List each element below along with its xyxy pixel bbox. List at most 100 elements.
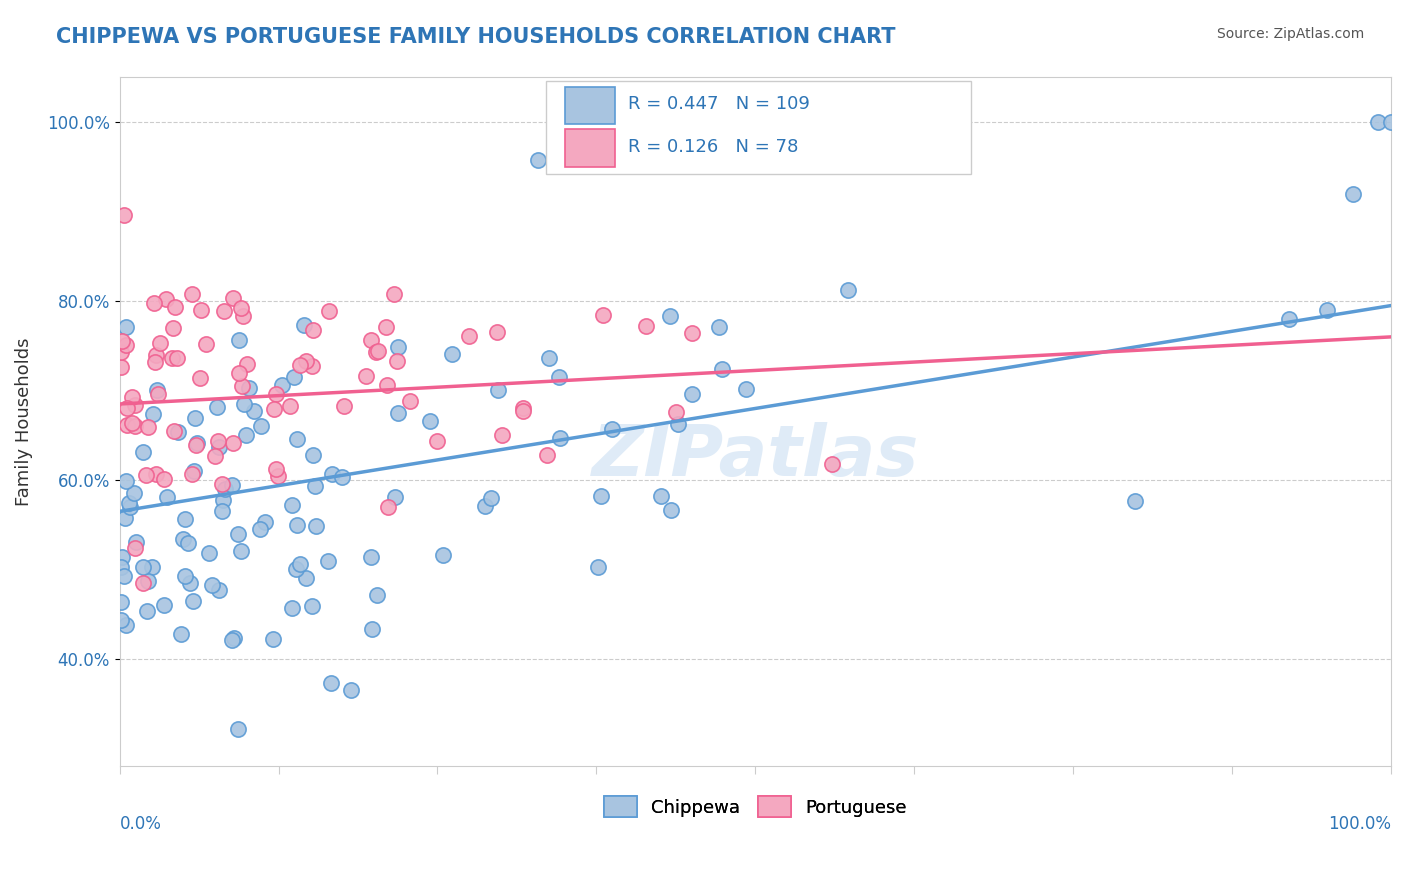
Chippewa <box>548 370 571 384</box>
Portuguese <box>146 387 169 401</box>
Portuguese <box>180 287 202 301</box>
Portuguese <box>375 378 398 392</box>
Chippewa <box>115 618 138 632</box>
Portuguese <box>231 379 253 393</box>
Chippewa <box>1379 115 1402 129</box>
Chippewa <box>709 319 731 334</box>
Chippewa <box>1278 312 1301 326</box>
Chippewa <box>486 384 509 398</box>
Chippewa <box>110 560 132 574</box>
Chippewa <box>136 574 159 588</box>
Chippewa <box>284 562 307 576</box>
Portuguese <box>665 404 688 418</box>
Chippewa <box>360 622 382 636</box>
Chippewa <box>600 422 623 436</box>
Portuguese <box>163 300 186 314</box>
FancyBboxPatch shape <box>546 81 972 174</box>
Portuguese <box>232 309 254 323</box>
Chippewa <box>114 511 136 525</box>
Chippewa <box>319 675 342 690</box>
Portuguese <box>222 436 245 450</box>
Chippewa <box>479 491 502 506</box>
Chippewa <box>440 347 463 361</box>
Chippewa <box>207 400 229 414</box>
Portuguese <box>162 351 184 366</box>
Chippewa <box>243 404 266 418</box>
Chippewa <box>156 490 179 504</box>
Chippewa <box>283 369 305 384</box>
Chippewa <box>285 432 308 446</box>
Portuguese <box>367 343 389 358</box>
Chippewa <box>589 489 612 503</box>
Chippewa <box>125 534 148 549</box>
Chippewa <box>1367 115 1389 129</box>
Portuguese <box>136 419 159 434</box>
Portuguese <box>278 400 301 414</box>
Chippewa <box>115 320 138 334</box>
Portuguese <box>132 575 155 590</box>
Portuguese <box>153 472 176 486</box>
Chippewa <box>131 445 153 459</box>
Portuguese <box>135 468 157 483</box>
Chippewa <box>181 594 204 608</box>
Text: 100.0%: 100.0% <box>1329 814 1391 832</box>
Chippewa <box>301 599 323 614</box>
Chippewa <box>1125 494 1147 508</box>
Portuguese <box>115 338 138 352</box>
Portuguese <box>143 296 166 310</box>
Portuguese <box>124 399 146 413</box>
Portuguese <box>288 358 311 372</box>
Chippewa <box>295 571 318 585</box>
Chippewa <box>254 515 277 529</box>
Chippewa <box>228 334 250 348</box>
Portuguese <box>295 354 318 368</box>
Chippewa <box>249 522 271 536</box>
Chippewa <box>387 406 409 420</box>
Portuguese <box>162 320 184 334</box>
Portuguese <box>399 393 422 408</box>
Chippewa <box>432 549 454 563</box>
Legend: Chippewa, Portuguese: Chippewa, Portuguese <box>595 788 915 826</box>
Chippewa <box>235 427 257 442</box>
Portuguese <box>318 304 340 318</box>
Chippewa <box>588 560 610 574</box>
Portuguese <box>188 371 211 385</box>
Chippewa <box>120 500 142 514</box>
Chippewa <box>184 411 207 425</box>
Portuguese <box>354 368 377 383</box>
Chippewa <box>270 377 292 392</box>
Chippewa <box>360 549 382 564</box>
Chippewa <box>221 633 243 648</box>
Portuguese <box>149 336 172 351</box>
Chippewa <box>226 527 249 541</box>
Chippewa <box>231 544 253 558</box>
Chippewa <box>387 340 409 354</box>
Chippewa <box>666 417 689 431</box>
Portuguese <box>592 309 614 323</box>
Chippewa <box>173 512 195 526</box>
Chippewa <box>226 722 249 736</box>
Chippewa <box>141 560 163 574</box>
Portuguese <box>821 457 844 471</box>
Portuguese <box>457 328 479 343</box>
Chippewa <box>1341 186 1364 201</box>
Chippewa <box>167 425 190 439</box>
Chippewa <box>110 595 132 609</box>
Chippewa <box>238 381 260 395</box>
Chippewa <box>201 578 224 592</box>
Portuguese <box>536 448 558 462</box>
Chippewa <box>735 382 758 396</box>
Chippewa <box>302 449 325 463</box>
Portuguese <box>155 292 177 306</box>
Chippewa <box>146 383 169 397</box>
Chippewa <box>548 431 571 445</box>
Portuguese <box>204 450 226 464</box>
Portuguese <box>145 467 167 481</box>
Chippewa <box>281 601 304 615</box>
Portuguese <box>195 336 218 351</box>
Portuguese <box>124 541 146 555</box>
Portuguese <box>121 390 143 404</box>
Portuguese <box>264 387 287 401</box>
Portuguese <box>110 345 132 359</box>
Chippewa <box>142 407 165 421</box>
